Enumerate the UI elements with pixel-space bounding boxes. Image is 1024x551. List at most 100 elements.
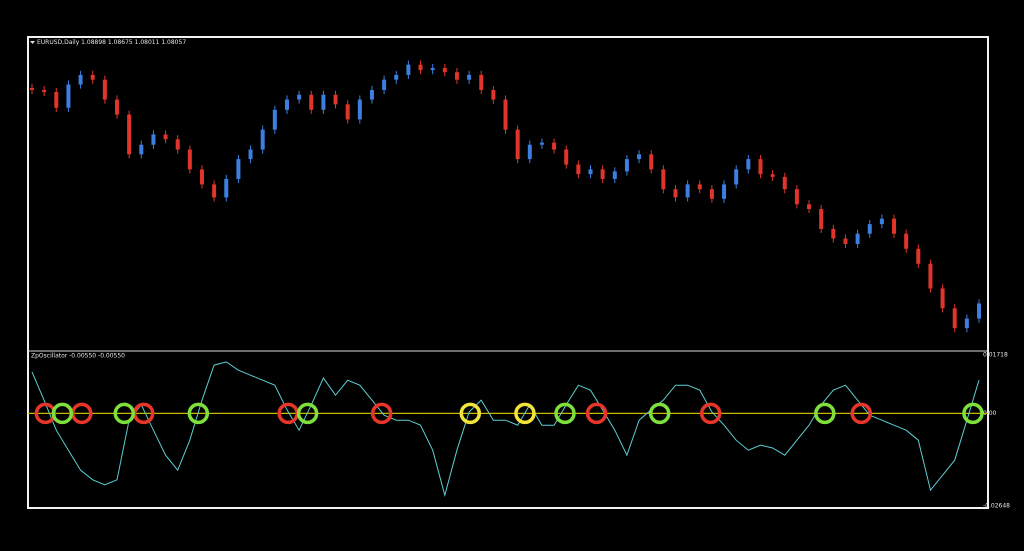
candle-body [479, 74, 484, 90]
candle-body [175, 139, 180, 150]
candle-body [600, 169, 605, 179]
candle-body [382, 79, 387, 90]
signal-marker [814, 402, 836, 425]
candle-body [916, 248, 921, 264]
signal-marker [296, 402, 319, 425]
candle-body [734, 169, 739, 185]
candle-body [236, 159, 241, 179]
candle-body [539, 142, 544, 145]
candle-body [442, 68, 447, 73]
y-tick-label: -0.02648 [983, 503, 1010, 510]
candle-body [612, 171, 617, 179]
candle-body [212, 184, 217, 198]
candle-body [770, 174, 775, 177]
candle-body [54, 92, 59, 108]
candle-body [588, 169, 593, 175]
candle-body [260, 129, 265, 150]
candle-body [503, 99, 508, 130]
candle-body [952, 308, 957, 329]
y-tick-label: 0.01718 [983, 352, 1008, 359]
signal-marker [699, 402, 722, 425]
candle-body [709, 189, 714, 199]
signal-marker [514, 402, 536, 425]
candle-body [746, 159, 751, 170]
signal-marker [370, 402, 393, 425]
candle-body [369, 89, 374, 100]
candle-body [697, 184, 702, 190]
candle-body [879, 218, 884, 225]
signal-marker [459, 402, 482, 425]
candle-body [78, 74, 83, 85]
candle-body [151, 134, 156, 145]
y-tick-label: 0.00 [983, 410, 997, 417]
candle-body [515, 129, 520, 160]
signal-marker [850, 402, 872, 425]
candle-body [454, 72, 459, 80]
candle-body [552, 142, 557, 150]
candle-body [66, 84, 71, 108]
candle-body [576, 164, 581, 175]
candle-body [964, 318, 969, 329]
candle-body [467, 74, 472, 80]
candle-body [819, 209, 824, 229]
candle-body [430, 68, 435, 71]
candle-body [661, 169, 666, 190]
candle-body [928, 263, 933, 289]
candle-body [406, 64, 411, 75]
signal-marker [187, 402, 210, 425]
candle-body [722, 184, 727, 199]
candle-body [199, 169, 204, 185]
candle-body [831, 228, 836, 239]
candle-body [867, 224, 872, 234]
signal-marker [962, 402, 984, 425]
signal-marker [554, 402, 576, 425]
candle-body [224, 178, 229, 198]
candle-body [418, 64, 423, 71]
chart-frame [27, 36, 989, 509]
candle-body [248, 149, 253, 160]
candle-body [90, 74, 95, 80]
candle-body [163, 134, 168, 140]
candle-body [564, 149, 569, 165]
candle-body [345, 104, 350, 120]
candle-body [333, 94, 338, 105]
candle-body [357, 99, 362, 120]
signal-marker [51, 402, 74, 425]
signal-marker [648, 402, 671, 425]
candle-body [127, 114, 132, 155]
candle-body [940, 288, 945, 309]
candle-body [637, 154, 642, 160]
candle-body [139, 144, 144, 155]
candle-body [807, 204, 812, 210]
candle-body [794, 189, 799, 205]
candle-body [102, 79, 107, 100]
signal-marker [585, 402, 608, 425]
candle-body [527, 144, 532, 160]
candle-body [30, 87, 35, 90]
candle-body [272, 109, 277, 130]
candle-body [394, 74, 399, 80]
candle-body [114, 99, 119, 115]
candle-body [309, 94, 314, 110]
candle-body [855, 233, 860, 244]
candle-body [892, 218, 897, 234]
menu-arrow [30, 41, 35, 44]
candle-body [624, 159, 629, 172]
candle-body [673, 189, 678, 198]
candle-body [758, 159, 763, 175]
candle-body [297, 94, 302, 100]
candle-body [649, 154, 654, 170]
signal-marker [113, 402, 136, 425]
candle-body [685, 184, 690, 198]
candle-body [42, 89, 47, 93]
candle-body [321, 94, 326, 110]
oscillator-title: ZpOscillator -0.00550 -0.00550 [31, 353, 125, 360]
candle-body [904, 233, 909, 249]
candle-body [843, 238, 848, 244]
candle-body [187, 149, 192, 170]
candle-body [782, 176, 787, 190]
candle-body [977, 303, 982, 319]
candle-body [284, 99, 289, 110]
